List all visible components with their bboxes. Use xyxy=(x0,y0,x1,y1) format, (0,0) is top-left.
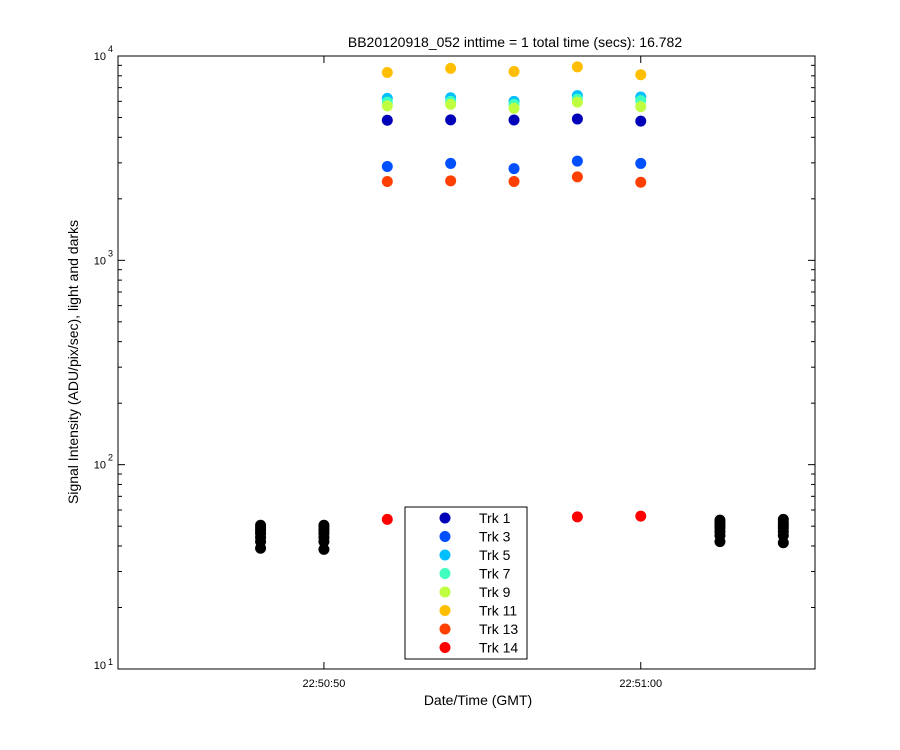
legend-marker xyxy=(439,605,451,616)
plot-area xyxy=(117,55,816,670)
y-tick-label: 10 xyxy=(94,460,106,472)
dark-point xyxy=(318,543,330,555)
legend-label: Trk 11 xyxy=(479,603,517,619)
legend-label: Trk 7 xyxy=(479,566,511,582)
y-tick-label: 10 xyxy=(94,660,106,672)
legend-label: Trk 9 xyxy=(479,584,511,600)
series-trk-14 xyxy=(381,510,647,525)
y-tick-exponent: 4 xyxy=(108,44,113,54)
data-point xyxy=(445,98,457,110)
legend-label: Trk 3 xyxy=(479,529,511,545)
data-point xyxy=(508,114,520,126)
legend-marker xyxy=(439,642,451,653)
y-tick-exponent: 3 xyxy=(108,248,113,258)
data-point xyxy=(571,171,583,183)
data-point xyxy=(635,115,647,127)
data-point xyxy=(381,100,393,112)
legend-label: Trk 13 xyxy=(479,621,518,637)
data-point xyxy=(635,176,647,188)
dark-point xyxy=(714,514,726,526)
data-point xyxy=(571,113,583,125)
data-point xyxy=(508,176,520,188)
legend-marker xyxy=(439,512,451,524)
data-point xyxy=(508,163,520,175)
series-trk-1 xyxy=(381,113,647,127)
data-point xyxy=(508,65,520,77)
data-point xyxy=(635,101,647,113)
dark-point xyxy=(318,519,330,531)
series-trk-13 xyxy=(381,171,647,188)
data-point xyxy=(445,175,457,187)
data-point xyxy=(571,61,583,73)
y-tick-label: 10 xyxy=(94,255,106,267)
data-point xyxy=(445,114,457,126)
data-point xyxy=(635,157,647,169)
dark-point xyxy=(255,519,267,531)
legend-label: Trk 5 xyxy=(479,547,511,563)
legend-label: Trk 14 xyxy=(479,640,518,656)
legend-marker xyxy=(439,549,451,561)
legend-marker xyxy=(439,531,451,542)
data-point xyxy=(571,155,583,167)
data-point xyxy=(445,157,457,169)
data-point xyxy=(571,96,583,108)
data-point xyxy=(381,67,393,79)
series-darks xyxy=(255,513,789,555)
data-points xyxy=(255,61,789,555)
data-point xyxy=(635,510,647,522)
series-trk-11 xyxy=(381,61,647,81)
legend-marker xyxy=(439,568,451,579)
x-tick-label: 22:50:50 xyxy=(303,678,346,690)
y-tick-label: 10 xyxy=(94,51,106,63)
series-trk-3 xyxy=(381,155,647,175)
legend-label: Trk 1 xyxy=(479,510,511,526)
data-point xyxy=(381,513,393,525)
y-axis-title: Signal Intensity (ADU/pix/sec), light an… xyxy=(65,220,81,504)
data-point xyxy=(571,511,583,523)
y-tick-exponent: 1 xyxy=(108,657,113,667)
legend-marker xyxy=(439,623,451,635)
data-point xyxy=(381,160,393,172)
data-point xyxy=(635,69,647,81)
y-tick-exponent: 2 xyxy=(108,453,113,463)
legend: Trk 1 Trk 3 Trk 5 Trk 7 Trk 9 Trk 11 Trk 13 Trk… xyxy=(404,506,528,660)
series-trk-9 xyxy=(381,96,647,114)
axis-ticks xyxy=(118,56,815,670)
data-point xyxy=(381,114,393,126)
x-tick-label: 22:51:00 xyxy=(619,678,662,690)
data-point xyxy=(381,176,393,188)
data-point xyxy=(508,102,520,114)
legend-marker xyxy=(439,586,451,598)
chart-title: BB20120918_052 inttime = 1 total time (s… xyxy=(348,34,682,50)
legend-box xyxy=(404,506,528,660)
x-axis-title: Date/Time (GMT) xyxy=(424,692,532,708)
data-point xyxy=(445,62,457,74)
dark-point xyxy=(777,513,789,525)
